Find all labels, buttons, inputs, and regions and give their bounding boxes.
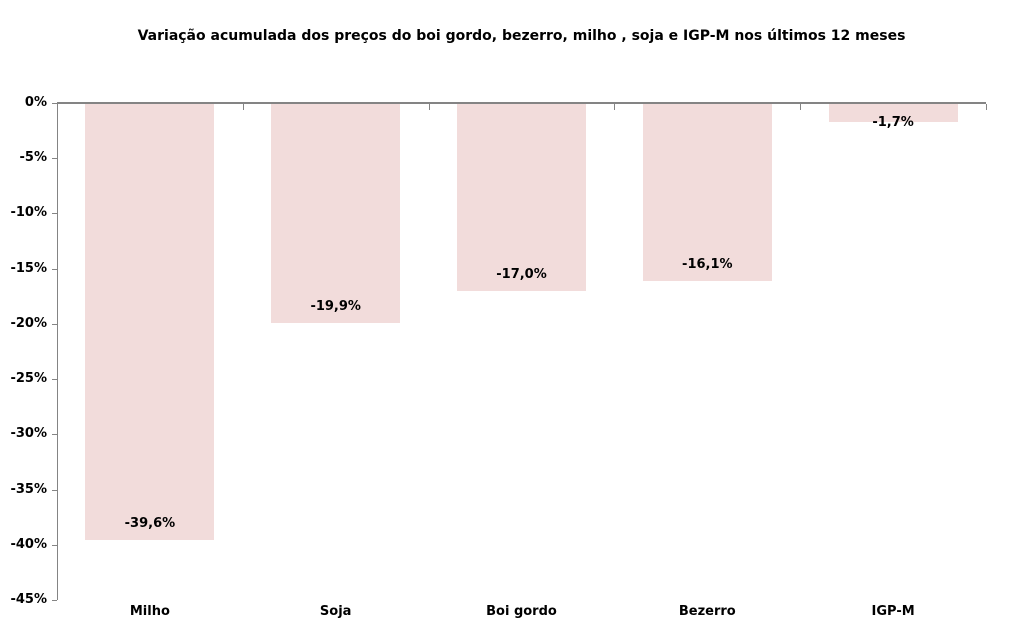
x-axis-tick bbox=[242, 104, 244, 110]
y-axis-tick bbox=[52, 434, 57, 436]
y-axis-tick-label: 0% bbox=[24, 95, 47, 110]
y-axis-tick-label: -5% bbox=[19, 150, 47, 166]
x-axis-line bbox=[57, 102, 986, 104]
chart-title: Variação acumulada dos preços do boi gor… bbox=[137, 28, 906, 44]
y-axis-tick-label: -20% bbox=[10, 315, 47, 331]
bar-igp-m bbox=[828, 104, 958, 122]
y-axis-tick-label: -30% bbox=[10, 426, 47, 442]
y-axis-tick-label: -40% bbox=[10, 536, 47, 552]
y-axis-tick bbox=[52, 379, 57, 381]
y-axis-tick bbox=[52, 213, 57, 215]
x-axis-tick bbox=[428, 104, 430, 110]
y-axis-tick bbox=[52, 600, 57, 601]
y-axis-tick bbox=[52, 103, 57, 104]
y-axis-tick-label: -25% bbox=[10, 371, 47, 387]
bar-value-label-bezerro: -16,1% bbox=[682, 256, 733, 272]
bar-value-label-igp-m: -1,7% bbox=[872, 114, 914, 130]
category-label-boi-gordo: Boi gordo bbox=[486, 604, 557, 619]
y-axis-tick-label: -45% bbox=[10, 592, 47, 607]
x-axis-tick bbox=[614, 104, 616, 110]
category-label-bezerro: Bezerro bbox=[678, 604, 736, 619]
bar-milho bbox=[85, 104, 215, 541]
category-label-soja: Soja bbox=[319, 604, 352, 619]
y-axis-line bbox=[57, 103, 58, 600]
y-axis-tick bbox=[52, 268, 57, 270]
y-axis-tick-label: -10% bbox=[10, 205, 47, 221]
y-axis-tick bbox=[52, 489, 57, 491]
bar-soja bbox=[271, 104, 401, 323]
y-axis-tick bbox=[52, 323, 57, 325]
y-axis-tick-label: -15% bbox=[10, 260, 47, 276]
y-axis-tick-label: -35% bbox=[10, 481, 47, 497]
x-axis-tick bbox=[57, 104, 58, 110]
y-axis-tick bbox=[52, 158, 57, 160]
bar-value-label-boi-gordo: -17,0% bbox=[496, 266, 547, 282]
category-label-milho: Milho bbox=[129, 604, 170, 619]
x-axis-tick bbox=[986, 104, 987, 110]
y-axis-tick bbox=[52, 544, 57, 546]
category-label-igp-m: IGP-M bbox=[871, 604, 915, 619]
x-axis-tick bbox=[800, 104, 802, 110]
bar-value-label-milho: -39,6% bbox=[124, 516, 176, 532]
bar-boi-gordo bbox=[457, 104, 586, 291]
bar-bezerro bbox=[642, 104, 772, 281]
bar-value-label-soja: -19,9% bbox=[310, 298, 361, 314]
